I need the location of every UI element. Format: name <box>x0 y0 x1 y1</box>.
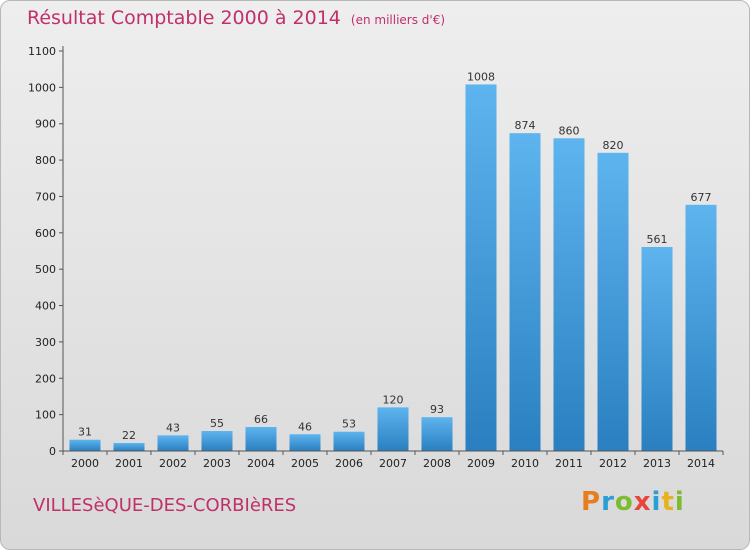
y-tick-label-100: 100 <box>35 409 56 422</box>
bar-2009 <box>465 84 497 452</box>
y-tick-label-200: 200 <box>35 372 56 385</box>
x-tick-label-2007: 2007 <box>379 457 407 470</box>
logo-letter: i <box>651 487 662 517</box>
bar-2006 <box>333 431 365 451</box>
data-label-2010: 874 <box>515 119 536 132</box>
data-label-2009: 1008 <box>467 70 495 83</box>
chart-title-main: Résultat Comptable 2000 à 2014 <box>27 7 341 29</box>
y-tick-label-300: 300 <box>35 336 56 349</box>
chart-title: Résultat Comptable 2000 à 2014 (en millie… <box>27 7 445 29</box>
bar-2004 <box>245 427 277 451</box>
bar-2005 <box>289 434 321 451</box>
bar-2011 <box>553 138 585 452</box>
logo-letter: x <box>633 487 652 517</box>
data-label-2011: 860 <box>559 124 580 137</box>
chart-title-unit: (en milliers d'€) <box>350 13 446 27</box>
bar-2002 <box>157 435 189 451</box>
data-label-2000: 31 <box>78 426 92 439</box>
x-tick-label-2009: 2009 <box>467 457 495 470</box>
x-tick-label-2014: 2014 <box>687 457 715 470</box>
logo-letter: P <box>581 487 602 517</box>
data-label-2001: 22 <box>122 429 136 442</box>
y-tick-label-1000: 1000 <box>28 81 56 94</box>
x-tick-label-2011: 2011 <box>555 457 583 470</box>
proxiti-logo: Proxiti <box>581 487 685 517</box>
data-label-2013: 561 <box>647 233 668 246</box>
data-label-2007: 120 <box>383 393 404 406</box>
data-label-2014: 677 <box>691 191 712 204</box>
commune-name: VILLESèQUE-DES-CORBIèRES <box>33 495 297 516</box>
y-tick-label-400: 400 <box>35 300 56 313</box>
y-tick-label-800: 800 <box>35 154 56 167</box>
x-tick-label-2002: 2002 <box>159 457 187 470</box>
data-label-2008: 93 <box>430 403 444 416</box>
bar-2010 <box>509 133 541 451</box>
data-label-2002: 43 <box>166 421 180 434</box>
data-label-2005: 46 <box>298 420 312 433</box>
bar-2003 <box>201 431 233 451</box>
y-tick-label-600: 600 <box>35 227 56 240</box>
x-tick-label-2004: 2004 <box>247 457 275 470</box>
y-tick-label-1100: 1100 <box>28 45 56 58</box>
bar-2014 <box>685 204 717 451</box>
x-tick-label-2010: 2010 <box>511 457 539 470</box>
logo-letter: i <box>674 487 685 517</box>
y-tick-label-500: 500 <box>35 263 56 276</box>
data-label-2003: 55 <box>210 417 224 430</box>
y-tick-label-700: 700 <box>35 190 56 203</box>
x-tick-label-2012: 2012 <box>599 457 627 470</box>
bar-2012 <box>597 152 629 451</box>
data-label-2006: 53 <box>342 418 356 431</box>
x-tick-label-2001: 2001 <box>115 457 143 470</box>
bar-2008 <box>421 417 453 451</box>
bar-2013 <box>641 247 673 451</box>
x-tick-label-2013: 2013 <box>643 457 671 470</box>
bar-2001 <box>113 443 145 451</box>
x-tick-label-2006: 2006 <box>335 457 363 470</box>
bar-2000 <box>69 439 101 451</box>
bar-2007 <box>377 407 409 451</box>
x-tick-label-2008: 2008 <box>423 457 451 470</box>
logo-letter: r <box>601 487 615 517</box>
y-tick-label-0: 0 <box>49 445 56 458</box>
x-tick-label-2005: 2005 <box>291 457 319 470</box>
data-label-2012: 820 <box>603 139 624 152</box>
logo-letter: t <box>661 487 675 517</box>
x-tick-label-2000: 2000 <box>71 457 99 470</box>
logo-letter: o <box>614 487 634 517</box>
x-tick-label-2003: 2003 <box>203 457 231 470</box>
data-label-2004: 66 <box>254 413 268 426</box>
y-tick-label-900: 900 <box>35 118 56 131</box>
